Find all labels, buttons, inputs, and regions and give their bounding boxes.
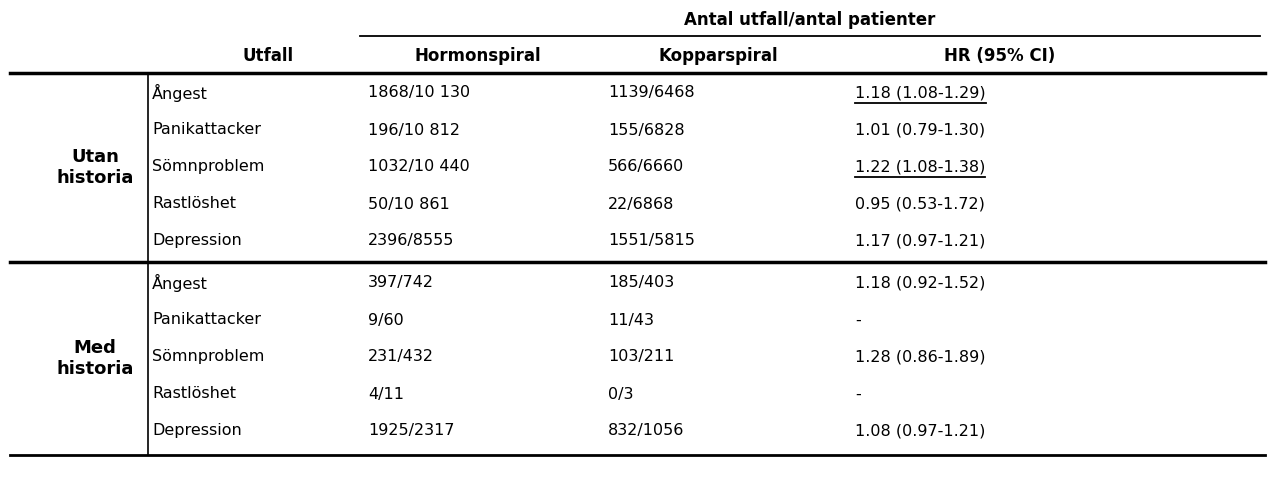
Text: 9/60: 9/60 (368, 312, 404, 328)
Text: Panikattacker: Panikattacker (152, 123, 261, 137)
Text: 2396/8555: 2396/8555 (368, 234, 454, 248)
Text: 1.28 (0.86-1.89): 1.28 (0.86-1.89) (856, 349, 986, 365)
Text: Rastlöshet: Rastlöshet (152, 196, 236, 212)
Text: Panikattacker: Panikattacker (152, 312, 261, 328)
Text: 1551/5815: 1551/5815 (608, 234, 695, 248)
Text: Med
historia: Med historia (56, 339, 134, 378)
Text: 832/1056: 832/1056 (608, 424, 685, 438)
Text: Antal utfall/antal patienter: Antal utfall/antal patienter (685, 11, 936, 29)
Text: 1.17 (0.97-1.21): 1.17 (0.97-1.21) (856, 234, 986, 248)
Text: Ångest: Ångest (152, 84, 208, 102)
Text: 1.18 (1.08-1.29): 1.18 (1.08-1.29) (856, 86, 986, 100)
Text: 1925/2317: 1925/2317 (368, 424, 454, 438)
Text: 397/742: 397/742 (368, 276, 434, 290)
Text: 4/11: 4/11 (368, 387, 404, 401)
Text: 185/403: 185/403 (608, 276, 674, 290)
Text: 0.95 (0.53-1.72): 0.95 (0.53-1.72) (856, 196, 984, 212)
Text: 1.01 (0.79-1.30): 1.01 (0.79-1.30) (856, 123, 986, 137)
Text: 196/10 812: 196/10 812 (368, 123, 460, 137)
Text: 1.22 (1.08-1.38): 1.22 (1.08-1.38) (856, 159, 986, 175)
Text: 1139/6468: 1139/6468 (608, 86, 695, 100)
Text: 103/211: 103/211 (608, 349, 674, 365)
Text: HR (95% CI): HR (95% CI) (945, 47, 1056, 65)
Text: Rastlöshet: Rastlöshet (152, 387, 236, 401)
Text: 1032/10 440: 1032/10 440 (368, 159, 469, 175)
Text: Utan
historia: Utan historia (56, 148, 134, 187)
Text: 11/43: 11/43 (608, 312, 654, 328)
Text: Utfall: Utfall (242, 47, 293, 65)
Text: 22/6868: 22/6868 (608, 196, 674, 212)
Text: -: - (856, 387, 861, 401)
Text: 1868/10 130: 1868/10 130 (368, 86, 470, 100)
Text: 231/432: 231/432 (368, 349, 434, 365)
Text: 1.08 (0.97-1.21): 1.08 (0.97-1.21) (856, 424, 986, 438)
Text: 155/6828: 155/6828 (608, 123, 685, 137)
Text: Depression: Depression (152, 424, 242, 438)
Text: Kopparspiral: Kopparspiral (658, 47, 778, 65)
Text: 0/3: 0/3 (608, 387, 634, 401)
Text: 1.18 (0.92-1.52): 1.18 (0.92-1.52) (856, 276, 986, 290)
Text: Hormonspiral: Hormonspiral (414, 47, 542, 65)
Text: Sömnproblem: Sömnproblem (152, 159, 264, 175)
Text: 566/6660: 566/6660 (608, 159, 685, 175)
Text: Ångest: Ångest (152, 274, 208, 292)
Text: Depression: Depression (152, 234, 242, 248)
Text: Sömnproblem: Sömnproblem (152, 349, 264, 365)
Text: 50/10 861: 50/10 861 (368, 196, 450, 212)
Text: -: - (856, 312, 861, 328)
